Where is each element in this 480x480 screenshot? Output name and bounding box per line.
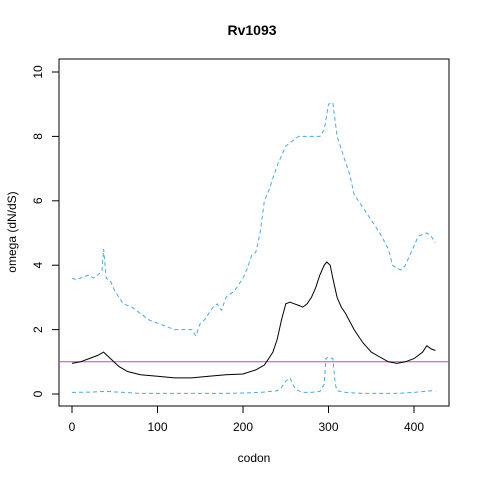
y-tick-label: 10 <box>31 65 45 79</box>
chart-title: Rv1093 <box>227 22 276 38</box>
omega-estimate-line <box>71 261 436 379</box>
x-tick-label: 300 <box>318 420 338 434</box>
x-tick-label: 100 <box>147 420 167 434</box>
x-tick-label: 0 <box>69 420 76 434</box>
x-tick-label: 200 <box>233 420 253 434</box>
y-tick-label: 4 <box>31 262 45 269</box>
y-tick-label: 6 <box>31 197 45 204</box>
x-axis-title: codon <box>238 451 271 465</box>
x-axis: 0 100 200 300 400 <box>69 405 424 434</box>
lower-bound-line <box>71 356 436 394</box>
y-tick-label: 8 <box>31 133 45 140</box>
y-tick-label: 2 <box>31 326 45 333</box>
y-axis: 0 2 4 6 8 10 <box>31 65 60 397</box>
series-layer <box>59 101 449 394</box>
y-tick-label: 0 <box>31 390 45 397</box>
x-tick-label: 400 <box>404 420 424 434</box>
y-axis-title: omega (dN/dS) <box>5 191 19 272</box>
upper-bound-line <box>71 101 436 338</box>
plot-frame <box>58 58 450 407</box>
